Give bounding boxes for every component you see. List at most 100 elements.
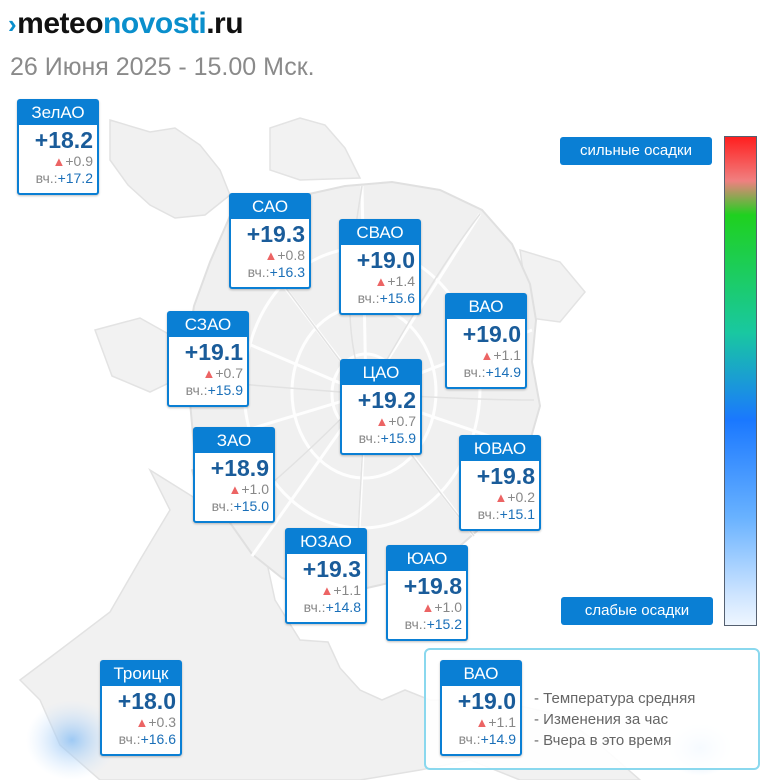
- district-card-zao: ЗАО +18.9 ▲+1.0 вч.:+15.0: [193, 427, 275, 523]
- arrow-up-icon: ▲: [135, 715, 149, 730]
- arrow-up-icon: ▲: [494, 490, 508, 505]
- district-card-yuvao: ЮВАО +19.8 ▲+0.2 вч.:+15.1: [459, 435, 541, 531]
- yesterday-value: +15.6: [379, 290, 415, 306]
- yesterday-value: +15.2: [426, 616, 462, 632]
- yesterday-row: вч.:+15.9: [169, 382, 247, 399]
- district-name: ЮЗАО: [287, 530, 365, 554]
- district-name: СВАО: [341, 221, 419, 245]
- district-card-svao: СВАО +19.0 ▲+1.4 вч.:+15.6: [339, 219, 421, 315]
- legend-sample-card: ВАО +19.0 ▲+1.1 вч.:+14.9: [440, 660, 522, 756]
- yesterday-row: вч.:+14.9: [447, 364, 525, 381]
- change-value: +1.4: [387, 273, 415, 289]
- district-name: ЗелАО: [19, 101, 97, 125]
- yesterday-value: +15.9: [207, 382, 243, 398]
- change-value: +0.7: [215, 365, 243, 381]
- change-value: +1.0: [241, 481, 269, 497]
- yesterday-label: вч.:: [458, 731, 481, 747]
- hourly-change: ▲+1.1: [287, 582, 365, 599]
- logo-text-novosti: novosti: [103, 7, 207, 40]
- arrow-up-icon: ▲: [480, 348, 494, 363]
- yesterday-label: вч.:: [463, 364, 486, 380]
- district-card-sao: САО +19.3 ▲+0.8 вч.:+16.3: [229, 193, 311, 289]
- precipitation-scale-bar: [724, 136, 757, 626]
- temperature-value: +18.2: [34, 127, 93, 153]
- district-card-yuzao: ЮЗАО +19.3 ▲+1.1 вч.:+14.8: [285, 528, 367, 624]
- hourly-change: ▲+0.8: [231, 247, 309, 264]
- yesterday-label: вч.:: [118, 731, 141, 747]
- legend-line-change: - Изменения за час: [534, 711, 669, 728]
- site-logo[interactable]: ›meteonovosti.ru: [8, 6, 244, 42]
- temperature-value: +19.0: [356, 247, 415, 273]
- arrow-up-icon: ▲: [264, 248, 278, 263]
- yesterday-row: вч.:+15.0: [195, 498, 273, 515]
- temperature-value: +19.8: [476, 463, 535, 489]
- temperature-value: +19.8: [403, 573, 462, 599]
- arrow-up-icon: ▲: [374, 274, 388, 289]
- arrow-up-icon: ▲: [421, 600, 435, 615]
- yesterday-label: вч.:: [303, 599, 326, 615]
- yesterday-value: +14.9: [480, 731, 516, 747]
- temperature-value: +19.3: [246, 221, 305, 247]
- zelao-outline: [109, 118, 231, 219]
- district-name: СЗАО: [169, 313, 247, 337]
- temperature-value: +19.3: [302, 556, 361, 582]
- district-name: ЮАО: [388, 547, 466, 571]
- yesterday-row: вч.:+14.8: [287, 599, 365, 616]
- change-value: +0.2: [507, 489, 535, 505]
- scale-label-light: слабые осадки: [561, 597, 713, 625]
- arrow-up-icon: ▲: [320, 583, 334, 598]
- district-name: ВАО: [442, 662, 520, 686]
- arrow-up-icon: ▲: [475, 715, 489, 730]
- north-outline: [269, 117, 362, 181]
- date-title: 26 Июня 2025 - 15.00 Мск.: [10, 53, 315, 81]
- change-value: +0.9: [65, 153, 93, 169]
- arrow-up-icon: ▲: [228, 482, 242, 497]
- yesterday-value: +15.9: [380, 430, 416, 446]
- hourly-change: ▲+1.1: [447, 347, 525, 364]
- yesterday-row: вч.:+15.9: [342, 430, 420, 447]
- yesterday-value: +16.3: [269, 264, 305, 280]
- temperature-value: +18.0: [117, 688, 176, 714]
- yesterday-row: вч.:+14.9: [442, 731, 520, 748]
- change-value: +1.1: [333, 582, 361, 598]
- hourly-change: ▲+0.9: [19, 153, 97, 170]
- district-card-troitsk: Троицк +18.0 ▲+0.3 вч.:+16.6: [100, 660, 182, 756]
- legend-line-yesterday: - Вчера в это время: [534, 732, 672, 749]
- yesterday-label: вч.:: [35, 170, 58, 186]
- yesterday-label: вч.:: [404, 616, 427, 632]
- district-name: Троицк: [102, 662, 180, 686]
- temperature-value: +19.2: [357, 387, 416, 413]
- change-value: +0.8: [277, 247, 305, 263]
- logo-mark-icon: ›: [8, 9, 17, 39]
- yesterday-row: вч.:+17.2: [19, 170, 97, 187]
- scale-label-heavy: сильные осадки: [560, 137, 712, 165]
- yesterday-value: +15.0: [233, 498, 269, 514]
- yesterday-row: вч.:+15.2: [388, 616, 466, 633]
- district-name: ВАО: [447, 295, 525, 319]
- logo-text-domain: .ru: [206, 7, 244, 40]
- hourly-change: ▲+1.0: [388, 599, 466, 616]
- change-value: +1.0: [434, 599, 462, 615]
- arrow-up-icon: ▲: [52, 154, 66, 169]
- yesterday-row: вч.:+15.1: [461, 506, 539, 523]
- rain-area-southwest: [26, 700, 118, 780]
- temperature-value: +19.1: [184, 339, 243, 365]
- district-name: ЦАО: [342, 361, 420, 385]
- yesterday-value: +15.1: [499, 506, 535, 522]
- arrow-up-icon: ▲: [202, 366, 216, 381]
- logo-text-meteo: meteo: [17, 7, 104, 40]
- district-card-vao: ВАО +19.0 ▲+1.1 вч.:+14.9: [445, 293, 527, 389]
- district-card-yuao: ЮАО +19.8 ▲+1.0 вч.:+15.2: [386, 545, 468, 641]
- change-value: +0.7: [388, 413, 416, 429]
- yesterday-label: вч.:: [211, 498, 234, 514]
- yesterday-value: +16.6: [140, 731, 176, 747]
- yesterday-label: вч.:: [477, 506, 500, 522]
- temperature-value: +18.9: [210, 455, 269, 481]
- change-value: +0.3: [148, 714, 176, 730]
- hourly-change: ▲+1.4: [341, 273, 419, 290]
- district-card-zelao: ЗелАО +18.2 ▲+0.9 вч.:+17.2: [17, 99, 99, 195]
- yesterday-row: вч.:+16.3: [231, 264, 309, 281]
- temperature-value: +19.0: [457, 688, 516, 714]
- change-value: +1.1: [493, 347, 521, 363]
- yesterday-label: вч.:: [358, 430, 381, 446]
